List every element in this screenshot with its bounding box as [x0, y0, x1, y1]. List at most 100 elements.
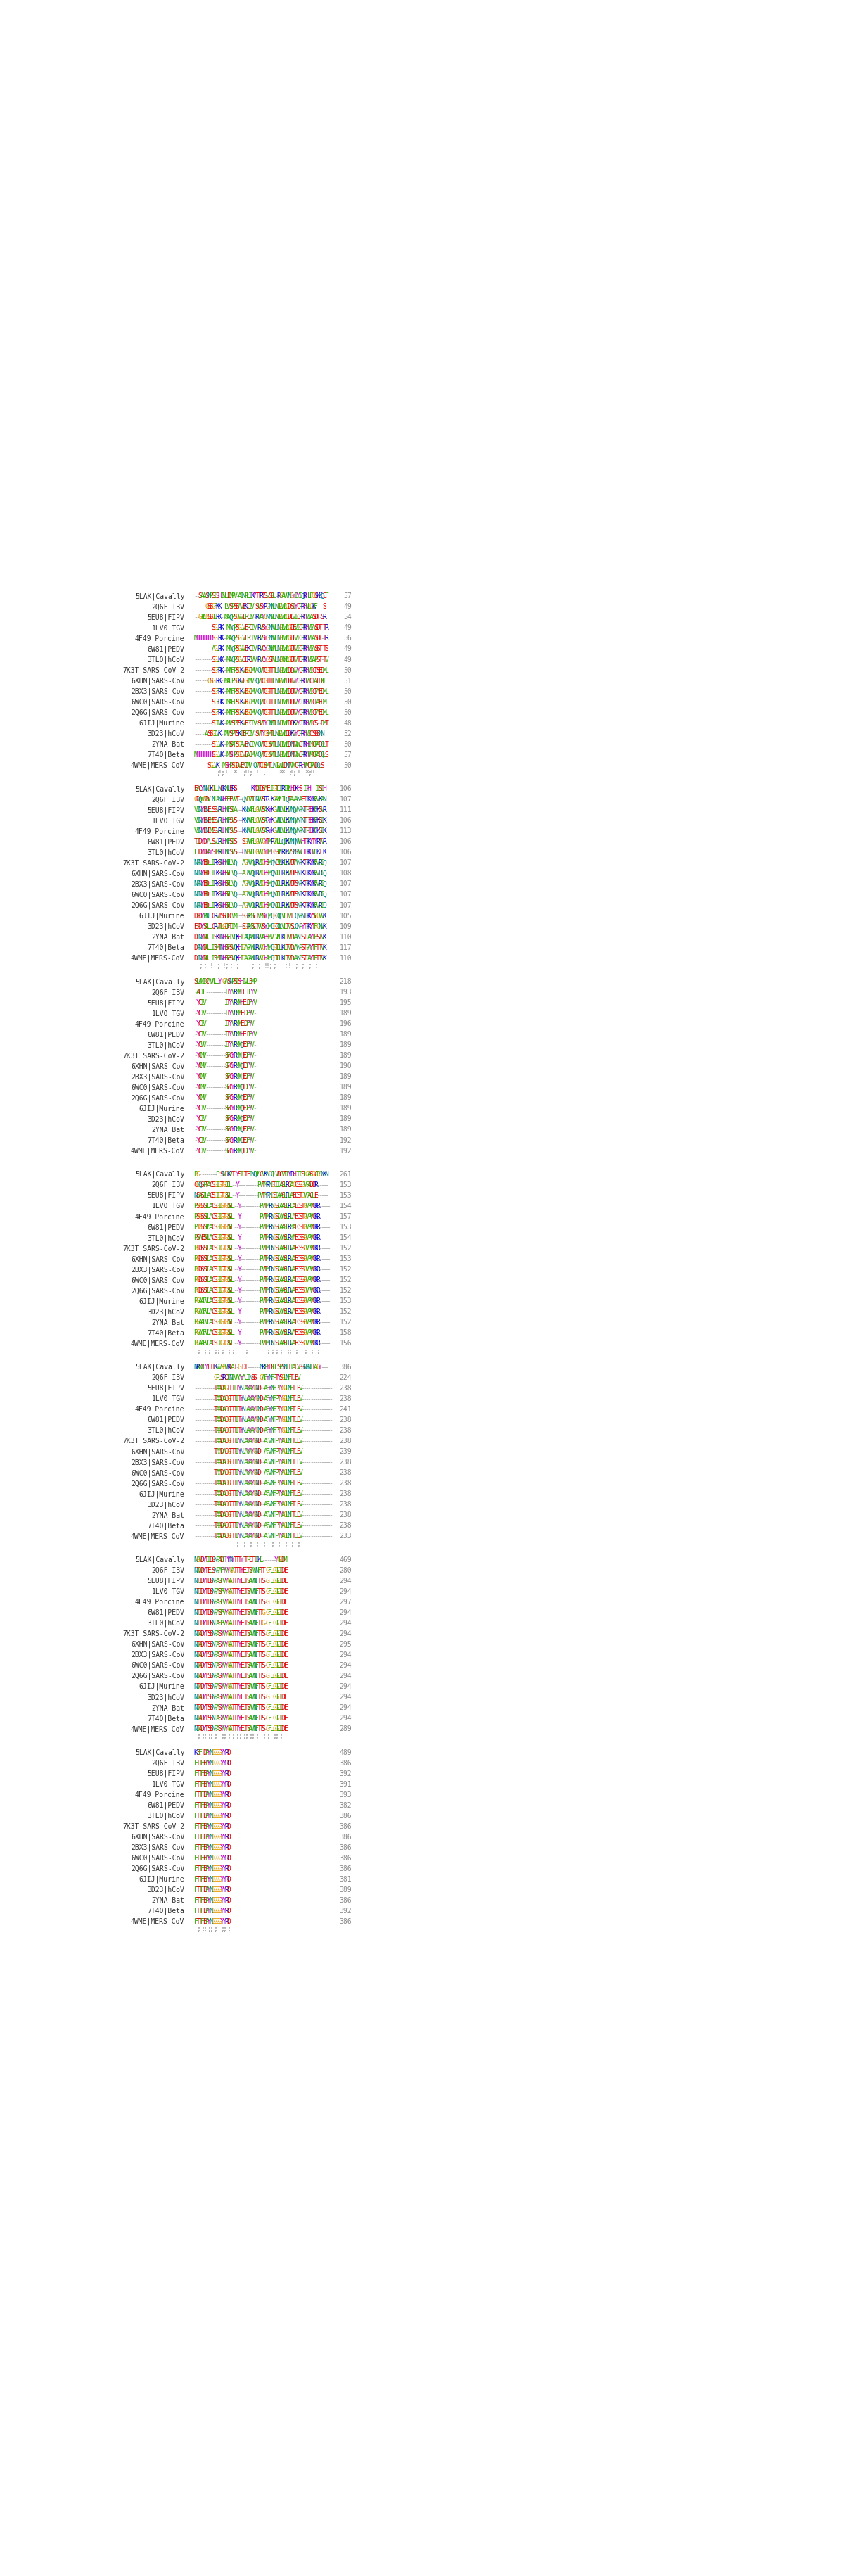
- Text: A: A: [292, 1224, 296, 1231]
- Text: E: E: [203, 1780, 207, 1788]
- Text: E: E: [240, 1705, 244, 1710]
- Text: -: -: [241, 1309, 246, 1316]
- Text: C: C: [229, 1095, 233, 1103]
- Text: -: -: [327, 1458, 331, 1466]
- Text: N: N: [194, 881, 198, 889]
- Text: T: T: [311, 677, 316, 685]
- Text: S: S: [214, 1329, 218, 1337]
- Text: G: G: [237, 657, 241, 662]
- Text: P: P: [274, 1386, 279, 1391]
- Text: S: S: [270, 1363, 274, 1370]
- Text: 3TL0|hCoV: 3TL0|hCoV: [148, 1041, 185, 1048]
- Text: F: F: [220, 1589, 225, 1595]
- Text: F: F: [266, 1533, 270, 1540]
- Text: -: -: [220, 1010, 225, 1018]
- Text: 189: 189: [339, 1030, 352, 1038]
- Text: G: G: [273, 1309, 277, 1316]
- Text: -: -: [320, 1234, 324, 1242]
- Text: -: -: [205, 1512, 208, 1520]
- Text: D: D: [289, 871, 294, 876]
- Text: -: -: [252, 1105, 257, 1113]
- Text: S: S: [209, 1716, 214, 1721]
- Text: -: -: [257, 1203, 261, 1211]
- Text: 2Q6F|IBV: 2Q6F|IBV: [151, 989, 185, 997]
- Text: V: V: [307, 719, 311, 726]
- Text: 294: 294: [339, 1577, 352, 1584]
- Text: -: -: [248, 1309, 252, 1316]
- Text: N: N: [277, 636, 281, 641]
- Text: ;: ;: [288, 1347, 292, 1355]
- Text: A: A: [244, 1512, 248, 1520]
- Text: N: N: [209, 1814, 214, 1819]
- Text: G: G: [215, 1329, 219, 1337]
- Text: -: -: [205, 1126, 208, 1133]
- Text: M: M: [235, 1095, 240, 1103]
- Text: G: G: [255, 806, 259, 814]
- Text: -: -: [248, 1203, 252, 1211]
- Text: E: E: [284, 1651, 287, 1659]
- Text: S: S: [310, 1172, 313, 1177]
- Text: Q: Q: [322, 871, 327, 876]
- Text: T: T: [263, 1203, 268, 1211]
- Text: F: F: [289, 1417, 294, 1425]
- Text: Y: Y: [248, 1020, 252, 1028]
- Text: T: T: [292, 1417, 296, 1425]
- Text: Y: Y: [310, 796, 313, 804]
- Text: -: -: [203, 667, 207, 675]
- Text: A: A: [279, 1182, 283, 1188]
- Text: T: T: [259, 1726, 263, 1734]
- Text: T: T: [262, 719, 266, 726]
- Text: -: -: [220, 1064, 225, 1069]
- Text: L: L: [285, 1481, 289, 1486]
- Text: -: -: [255, 1309, 259, 1316]
- Text: H: H: [200, 752, 204, 757]
- Text: N: N: [289, 817, 294, 824]
- Text: -: -: [220, 1105, 225, 1113]
- Text: Q: Q: [240, 1095, 244, 1103]
- Text: 49: 49: [344, 647, 352, 652]
- Text: M: M: [226, 752, 230, 757]
- Text: A: A: [207, 979, 211, 984]
- Text: ;: ;: [255, 1540, 259, 1548]
- Text: F: F: [246, 1041, 251, 1048]
- Text: A: A: [218, 1556, 222, 1564]
- Text: -: -: [262, 1448, 266, 1455]
- Text: T: T: [205, 1589, 208, 1595]
- Text: C: C: [229, 1363, 233, 1370]
- Text: L: L: [274, 742, 279, 747]
- Text: G: G: [274, 1631, 279, 1638]
- Text: T: T: [231, 1705, 235, 1710]
- Text: S: S: [281, 1193, 285, 1200]
- Text: G: G: [277, 1556, 281, 1564]
- Text: L: L: [274, 688, 279, 696]
- Text: -: -: [322, 1363, 327, 1370]
- Text: Y: Y: [220, 1631, 225, 1638]
- Text: F: F: [246, 1115, 251, 1123]
- Text: G: G: [237, 623, 241, 631]
- Text: E: E: [244, 623, 248, 631]
- Text: -: -: [194, 1084, 198, 1090]
- Text: T: T: [311, 956, 316, 961]
- Text: P: P: [214, 1620, 218, 1628]
- Text: -: -: [329, 1406, 333, 1414]
- Text: F: F: [200, 1770, 204, 1777]
- Text: R: R: [233, 1115, 237, 1123]
- Text: G: G: [255, 850, 259, 855]
- Text: P: P: [274, 1417, 279, 1425]
- Text: V: V: [252, 688, 257, 696]
- Text: A: A: [241, 871, 246, 876]
- Text: -: -: [318, 1437, 322, 1445]
- Text: S: S: [237, 979, 241, 984]
- Text: E: E: [240, 1662, 244, 1669]
- Text: 7T40|Beta: 7T40|Beta: [148, 1329, 185, 1337]
- Text: L: L: [285, 1234, 289, 1242]
- Text: -: -: [303, 1386, 307, 1391]
- Text: H: H: [222, 902, 226, 909]
- Text: G: G: [214, 647, 218, 652]
- Text: -: -: [209, 989, 214, 997]
- Text: ;: ;: [277, 1540, 281, 1548]
- Text: -: -: [220, 1136, 225, 1144]
- Text: Y: Y: [263, 837, 268, 845]
- Text: ;: ;: [279, 1347, 283, 1355]
- Text: C: C: [294, 1182, 298, 1188]
